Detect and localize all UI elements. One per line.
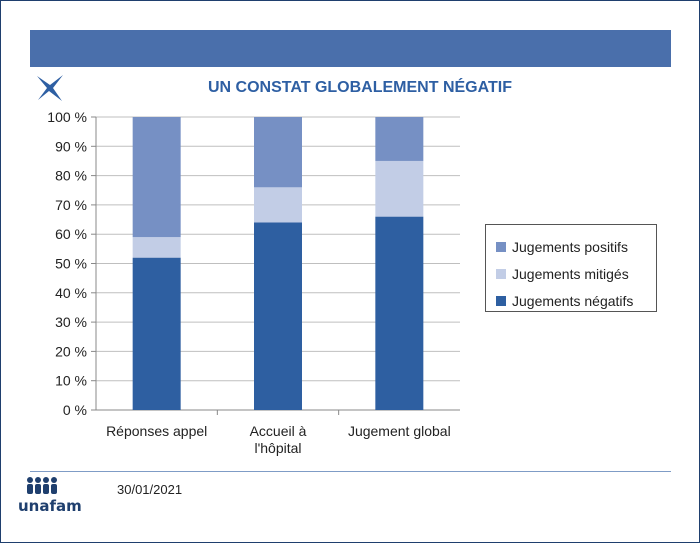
y-tick-label: 70 % bbox=[55, 197, 87, 213]
y-tick-label: 60 % bbox=[55, 226, 87, 242]
unafam-logo-icon bbox=[27, 477, 57, 494]
legend-label: Jugements mitigés bbox=[512, 265, 629, 282]
legend-swatch bbox=[496, 268, 506, 279]
bar-segment-positifs bbox=[132, 117, 181, 238]
x-category-label: Accueil à bbox=[250, 423, 307, 439]
legend-swatch bbox=[496, 295, 506, 306]
y-tick-label: 50 % bbox=[55, 256, 87, 272]
bar-segment-negatifs bbox=[132, 257, 181, 410]
bar-segment-negatifs bbox=[375, 216, 424, 410]
bar-segment-mitiges bbox=[375, 160, 424, 217]
bar-segment-positifs bbox=[375, 117, 424, 161]
y-tick-label: 30 % bbox=[55, 314, 87, 330]
y-tick-label: 0 % bbox=[63, 402, 87, 418]
y-tick-label: 80 % bbox=[55, 168, 87, 184]
x-category-label: Jugement global bbox=[348, 423, 451, 439]
y-tick-label: 10 % bbox=[55, 373, 87, 389]
x-category-label: Réponses appel bbox=[106, 423, 207, 439]
y-tick-label: 40 % bbox=[55, 285, 87, 301]
stacked-bar-chart: 0 % 10 % 20 % 30 % 40 % 50 % 60 % 70 % 80 % 90 % 1… bbox=[47, 109, 460, 456]
legend-swatch bbox=[496, 241, 506, 252]
slide-title: UN CONSTAT GLOBALEMENT NÉGATIF bbox=[208, 79, 512, 96]
legend-label: Jugements positifs bbox=[512, 238, 628, 255]
footer-divider bbox=[30, 471, 671, 472]
bar-segment-mitiges bbox=[132, 237, 181, 258]
header-band bbox=[30, 30, 671, 67]
legend-label: Jugements négatifs bbox=[512, 292, 634, 309]
y-tick-label: 20 % bbox=[55, 343, 87, 359]
star-logo-icon bbox=[37, 75, 63, 101]
bar-segment-mitiges bbox=[254, 187, 302, 223]
bar-segment-negatifs bbox=[254, 222, 302, 410]
slide-date: 30/01/2021 bbox=[117, 482, 183, 497]
x-category-label: l'hôpital bbox=[254, 440, 301, 456]
legend-item-negatifs: Jugements négatifs bbox=[496, 287, 656, 314]
chart-legend: Jugements positifs Jugements mitigés Jug… bbox=[485, 224, 657, 312]
y-tick-label: 90 % bbox=[55, 138, 87, 154]
legend-item-mitiges: Jugements mitigés bbox=[496, 260, 656, 287]
legend-item-positifs: Jugements positifs bbox=[496, 233, 656, 260]
y-tick-label: 100 % bbox=[47, 109, 87, 125]
logo-text: unafam bbox=[18, 497, 82, 515]
bar-segment-positifs bbox=[254, 117, 302, 188]
